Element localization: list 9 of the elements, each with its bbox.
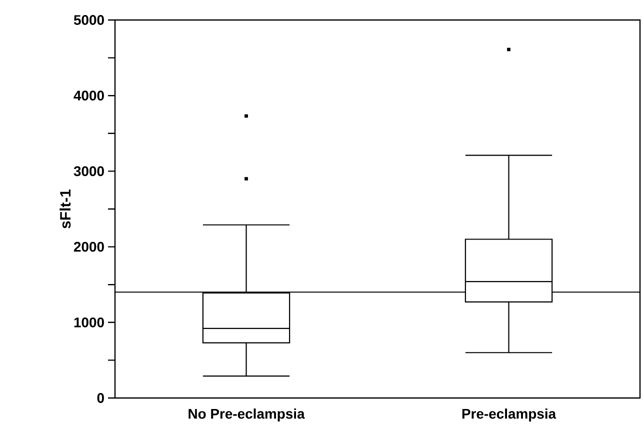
- x-tick-label: No Pre-eclampsia: [188, 408, 305, 422]
- y-tick-label: 0: [97, 393, 104, 403]
- y-tick-label: 2000: [74, 242, 104, 252]
- y-axis-title: sFlt-1: [60, 189, 71, 228]
- y-tick-label: 3000: [74, 166, 104, 176]
- y-tick-label: 4000: [74, 90, 104, 101]
- x-tick-label: Pre-eclampsia: [462, 408, 556, 422]
- y-tick-label: 5000: [74, 15, 104, 25]
- y-tick-label: 1000: [74, 317, 104, 328]
